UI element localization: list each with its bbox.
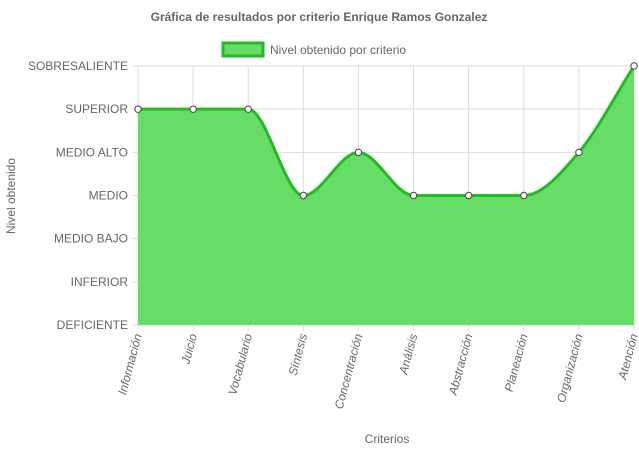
- legend-label: Nivel obtenido por criterio: [270, 43, 406, 57]
- x-tick-label: Planeación: [502, 332, 531, 393]
- x-axis-title: Criterios: [365, 432, 410, 446]
- area-fill: [138, 66, 634, 325]
- data-point[interactable]: [464, 191, 473, 200]
- y-tick-label: INFERIOR: [71, 275, 129, 289]
- data-point[interactable]: [244, 105, 252, 113]
- x-tick-label: Organización: [554, 332, 586, 404]
- data-point[interactable]: [299, 191, 308, 200]
- y-tick-label: SOBRESALIENTE: [28, 59, 128, 73]
- area-layer: [138, 65, 636, 325]
- y-tick-label: MEDIO BAJO: [54, 232, 128, 246]
- data-point[interactable]: [354, 148, 363, 157]
- x-tick-label: Vocabulario: [225, 332, 255, 397]
- x-tick-label: Abstracción: [446, 332, 476, 397]
- x-tick-label: Juicio: [178, 332, 200, 367]
- data-point[interactable]: [630, 62, 638, 70]
- y-axis-title: Nivel obtenido: [4, 158, 18, 234]
- data-point[interactable]: [189, 105, 197, 113]
- x-tick-label: Análisis: [396, 332, 420, 377]
- legend[interactable]: Nivel obtenido por criterio: [221, 41, 406, 58]
- data-points: [134, 62, 638, 200]
- y-tick-label: MEDIO: [89, 189, 128, 203]
- chart-title: Gráfica de resultados por criterio Enriq…: [151, 10, 488, 24]
- x-tick-label: Información: [115, 332, 145, 396]
- x-tick-label: Atención: [615, 332, 639, 382]
- x-tick-label: Concentración: [332, 332, 366, 411]
- y-axis-ticks: DEFICIENTE INFERIOR MEDIO BAJO MEDIO MEDIO A…: [28, 59, 128, 332]
- x-axis-ticks: Información Juicio Vocabulario Síntesis Conc…: [115, 332, 639, 411]
- y-tick-label: SUPERIOR: [65, 102, 128, 116]
- data-point[interactable]: [575, 148, 583, 157]
- series-line: [138, 65, 636, 198]
- y-tick-label: MEDIO ALTO: [56, 145, 128, 159]
- data-point[interactable]: [134, 105, 142, 113]
- x-tick-label: Síntesis: [286, 332, 311, 377]
- data-point[interactable]: [409, 191, 418, 200]
- legend-swatch: [221, 41, 265, 58]
- y-tick-label: DEFICIENTE: [57, 318, 128, 332]
- data-point[interactable]: [520, 191, 528, 200]
